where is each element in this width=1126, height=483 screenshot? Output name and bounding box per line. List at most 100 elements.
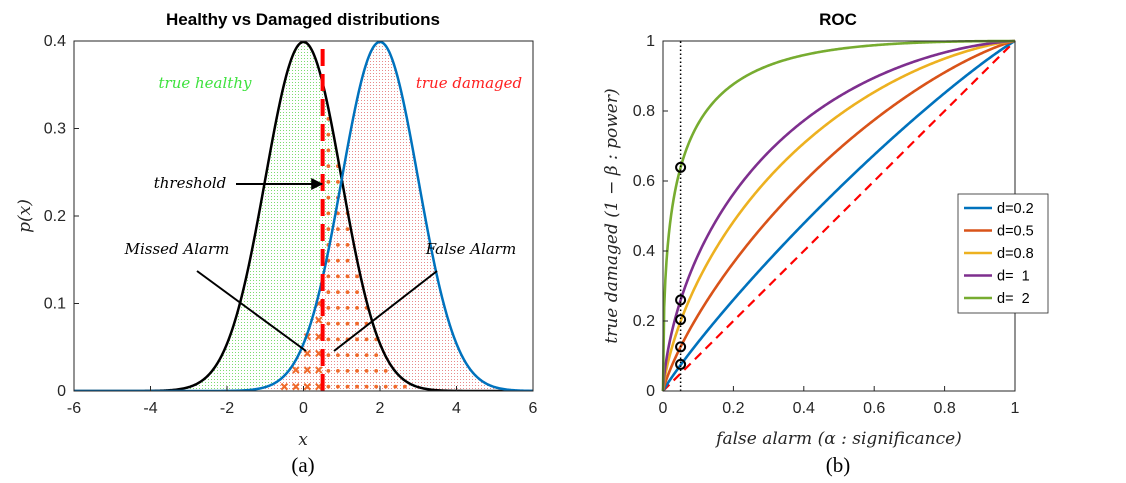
false-alarm-marker <box>345 384 350 389</box>
chart-a: Healthy vs Damaged distributions -6 -4 -2 0… <box>15 10 538 477</box>
annotation-missed-alarm: Missed Alarm <box>124 240 230 258</box>
false-alarm-marker <box>374 353 379 358</box>
chart-a-xtick-label: -2 <box>220 400 234 417</box>
chart-a-ytick-label: 0.3 <box>44 121 66 138</box>
false-alarm-marker <box>336 337 340 342</box>
chart-b-xtick-label: 0.8 <box>933 400 955 417</box>
false-alarm-marker <box>336 179 340 184</box>
chart-b-xtick-label: 0 <box>659 400 668 417</box>
chart-b-ylabel: true damaged (1 − β : power) <box>602 88 622 343</box>
missed-alarm-marker <box>292 366 300 374</box>
false-alarm-marker <box>364 337 369 342</box>
chart-a-ytick-label: 0 <box>57 383 66 400</box>
chart-b-ytick-label: 1 <box>646 33 655 50</box>
false-alarm-marker <box>355 384 359 389</box>
false-alarm-marker <box>326 368 331 373</box>
false-alarm-marker <box>345 321 350 326</box>
false-alarm-marker <box>336 321 340 326</box>
false-alarm-marker <box>345 290 350 295</box>
chart-b-xtick-label: 0.4 <box>793 400 815 417</box>
roc-curve <box>661 39 1016 392</box>
false-alarm-marker <box>326 290 331 295</box>
false-alarm-pointer <box>333 270 438 352</box>
false-alarm-marker <box>355 368 359 373</box>
missed-alarm-marker <box>315 366 323 374</box>
false-alarm-marker <box>355 305 359 310</box>
roc-curve <box>661 39 1016 392</box>
false-alarm-marker <box>345 258 350 263</box>
false-alarm-marker <box>326 305 331 310</box>
false-alarm-marker <box>336 227 340 232</box>
false-alarm-marker <box>355 321 359 326</box>
false-alarm-marker <box>326 132 331 137</box>
false-alarm-marker <box>326 211 331 216</box>
false-alarm-marker <box>345 353 350 358</box>
false-alarm-marker <box>383 368 388 373</box>
false-alarm-marker <box>355 353 359 358</box>
false-alarm-marker <box>355 337 359 342</box>
legend-label: d= 1 <box>997 269 1030 285</box>
damaged-curve <box>74 41 533 391</box>
false-alarm-marker <box>326 321 331 326</box>
false-alarm-marker <box>326 337 331 342</box>
missed-alarm-marker <box>280 382 289 391</box>
healthy-area <box>74 41 533 391</box>
chart-a-ytick-label: 0.2 <box>44 208 66 225</box>
damaged-area <box>74 41 533 391</box>
roc-curve <box>661 39 1016 392</box>
legend-label: d= 2 <box>997 291 1030 307</box>
false-alarm-marker <box>326 384 331 389</box>
chart-a-title: Healthy vs Damaged distributions <box>166 10 440 29</box>
missed-alarm-pointer <box>196 270 307 352</box>
chart-b: ROC 0 0.2 0.4 0.6 0.8 1 0 0.2 0.4 0.6 0.8 1 false … <box>602 10 1049 477</box>
false-alarm-marker <box>345 368 350 373</box>
missed-alarm-marker <box>292 382 300 391</box>
chart-a-xtick-label: 2 <box>376 400 385 417</box>
alpha-point-marker <box>675 294 687 306</box>
false-alarm-marker <box>336 353 340 358</box>
false-alarm-marker <box>326 353 331 358</box>
panel-label-b: (b) <box>826 453 851 477</box>
false-alarm-marker <box>326 164 331 169</box>
false-alarm-marker <box>336 258 340 263</box>
chart-b-ytick-label: 0.4 <box>633 243 655 260</box>
chart-a-xtick-label: -4 <box>143 400 157 417</box>
roc-curve <box>661 39 1016 392</box>
chart-b-title: ROC <box>819 10 857 29</box>
false-alarm-marker <box>374 384 379 389</box>
chart-a-ytick-label: 0.1 <box>44 296 66 313</box>
chance-line <box>662 40 1016 392</box>
chart-b-xlabel: false alarm (α : significance) <box>714 429 962 449</box>
false-alarm-marker <box>374 368 379 373</box>
annotation-true-healthy: true healthy <box>159 74 252 92</box>
false-alarm-marker <box>326 227 331 232</box>
false-alarm-marker <box>355 274 359 279</box>
alpha-point-marker <box>675 358 687 370</box>
alpha-point-marker <box>675 161 687 173</box>
chart-b-legend: d=0.2 d=0.5 d=0.8 d= 1 d= 2 <box>957 193 1049 314</box>
chart-b-ytick-label: 0.6 <box>633 173 655 190</box>
false-alarm-marker <box>364 353 369 358</box>
false-alarm-marker <box>336 290 340 295</box>
missed-alarm-marker <box>315 316 323 324</box>
legend-label: d=0.5 <box>997 224 1034 240</box>
false-alarm-marker <box>345 305 350 310</box>
false-alarm-marker <box>383 384 388 389</box>
false-alarm-marker <box>326 179 331 184</box>
false-alarm-marker <box>345 274 350 279</box>
false-alarm-marker <box>336 305 340 310</box>
alpha-point-marker <box>675 314 687 326</box>
chart-a-xtick-label: 6 <box>529 400 538 417</box>
annotation-false-alarm: False Alarm <box>425 240 516 258</box>
false-alarm-marker <box>326 274 331 279</box>
chart-a-ylabel: p(x) <box>15 199 35 233</box>
chart-a-xlabel: x <box>298 430 308 450</box>
chart-b-xtick-label: 0.2 <box>722 400 744 417</box>
chart-b-ytick-label: 0 <box>646 383 655 400</box>
missed-alarm-marker <box>303 366 312 374</box>
false-alarm-marker <box>336 274 340 279</box>
chart-a-ytick-label: 0.4 <box>44 33 66 50</box>
chart-b-ytick-label: 0.2 <box>633 313 655 330</box>
chart-b-ytick-label: 0.8 <box>633 103 655 120</box>
